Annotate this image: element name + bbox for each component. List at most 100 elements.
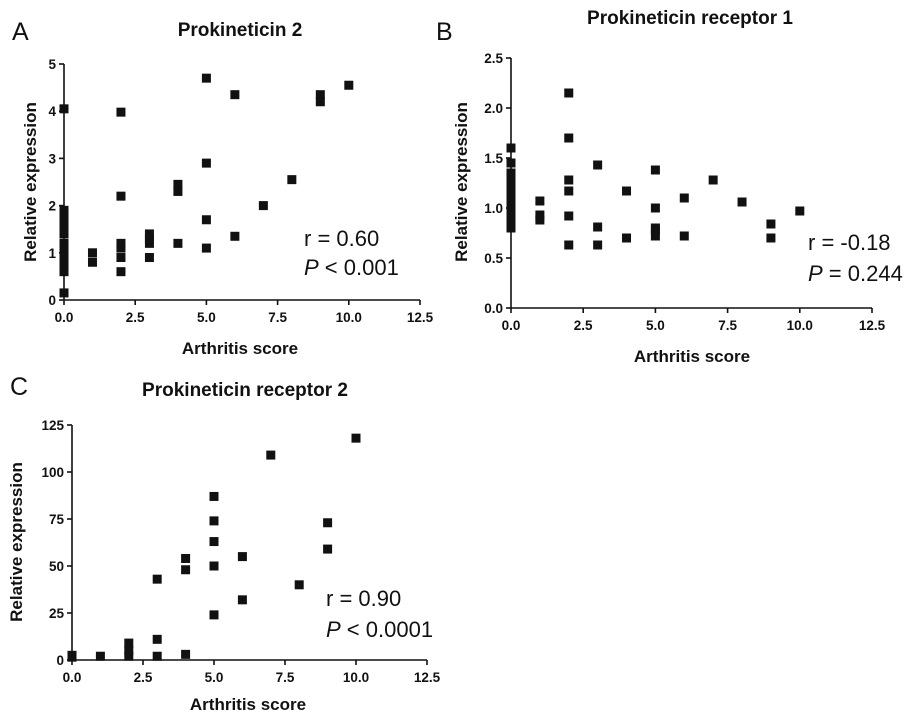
data-point [209, 516, 219, 526]
data-point [535, 196, 545, 206]
y-axis-label: Relative expression [7, 462, 26, 622]
p-value: P < 0.0001 [326, 617, 433, 642]
chart-title: Prokineticin 2 [178, 20, 303, 41]
y-tick-label: 25 [49, 606, 65, 621]
correlation-r: r = -0.18 [808, 230, 891, 255]
data-point [116, 267, 126, 277]
x-tick-label: 5.0 [197, 310, 216, 325]
correlation-r: r = 0.60 [304, 226, 379, 251]
data-point [59, 267, 69, 277]
y-tick-label: 0.5 [484, 251, 503, 266]
x-tick-label: 12.5 [414, 670, 441, 685]
x-axis-label: Arthritis score [190, 695, 306, 714]
data-point [593, 222, 603, 232]
data-point [209, 610, 219, 620]
data-point [209, 491, 219, 501]
data-point [59, 229, 69, 239]
data-point [87, 248, 97, 258]
data-point [650, 203, 660, 213]
data-point [59, 224, 69, 234]
p-symbol: P [304, 255, 319, 280]
data-point [59, 262, 69, 272]
data-point [506, 198, 516, 208]
x-tick-label: 0.0 [55, 310, 74, 325]
y-tick-label: 1 [48, 246, 56, 261]
data-point [323, 544, 333, 554]
data-point [59, 104, 69, 114]
data-point [181, 565, 191, 575]
panel-letter: C [10, 373, 28, 401]
data-point [116, 238, 126, 248]
data-point [230, 231, 240, 241]
data-point [506, 193, 516, 203]
data-point [795, 206, 805, 216]
data-point [506, 168, 516, 178]
p-symbol: P [326, 617, 341, 642]
y-axis-label: Relative expression [452, 102, 471, 262]
y-tick-label: 4 [48, 104, 56, 119]
data-point [59, 257, 69, 267]
data-point [506, 213, 516, 223]
y-tick-label: 75 [49, 512, 65, 527]
x-tick-label: 10.0 [343, 670, 369, 685]
x-tick-label: 5.0 [205, 670, 224, 685]
data-point [59, 215, 69, 225]
data-point [506, 143, 516, 153]
y-tick-label: 2.5 [484, 51, 503, 66]
data-point [116, 107, 126, 117]
data-point [535, 210, 545, 220]
data-point [201, 158, 211, 168]
data-point [59, 248, 69, 258]
data-point [87, 257, 97, 267]
data-point [737, 197, 747, 207]
y-tick-label: 3 [48, 151, 56, 166]
panel-c-prokineticin-receptor-2: C Prokineticin receptor 2 Relative expre… [7, 373, 441, 714]
p-value: P < 0.001 [304, 255, 399, 280]
data-point [564, 211, 574, 221]
data-point [564, 186, 574, 196]
data-point [173, 238, 183, 248]
data-point [59, 219, 69, 229]
data-point [59, 205, 69, 215]
data-point [593, 240, 603, 250]
data-point [124, 646, 134, 656]
y-tick-label: 0 [56, 653, 64, 668]
p-symbol: P [808, 261, 823, 286]
x-axis-label: Arthritis score [182, 339, 298, 358]
panel-letter: A [12, 18, 29, 46]
chart-title: Prokineticin receptor 2 [142, 380, 348, 401]
data-point [116, 243, 126, 253]
data-point [351, 433, 361, 443]
y-tick-label: 0.0 [484, 301, 503, 316]
x-tick-label: 7.5 [268, 310, 287, 325]
data-point [650, 165, 660, 175]
data-point [622, 186, 632, 196]
data-point [59, 238, 69, 248]
data-point [201, 73, 211, 83]
y-tick-label: 2 [48, 199, 56, 214]
data-point [258, 201, 268, 211]
y-tick-label: 100 [41, 465, 64, 480]
data-point [708, 175, 718, 185]
data-point [294, 580, 304, 590]
data-point [152, 651, 162, 661]
data-point [315, 97, 325, 107]
data-point [95, 651, 105, 661]
x-tick-label: 7.5 [276, 670, 295, 685]
x-tick-label: 10.0 [336, 310, 362, 325]
data-point [173, 179, 183, 189]
y-tick-label: 50 [49, 559, 64, 574]
data-point [564, 175, 574, 185]
x-tick-label: 2.5 [574, 318, 593, 333]
data-point [173, 186, 183, 196]
panel-a-prokineticin-2: A Prokineticin 2 Relative expression Art… [12, 18, 434, 358]
p-value: P = 0.244 [808, 261, 903, 286]
data-point [144, 234, 154, 244]
data-point [67, 650, 77, 660]
data-point [315, 90, 325, 100]
data-point [181, 649, 191, 659]
y-axis-label: Relative expression [21, 102, 40, 262]
data-point [209, 537, 219, 547]
data-point [124, 651, 134, 661]
data-point [116, 253, 126, 263]
